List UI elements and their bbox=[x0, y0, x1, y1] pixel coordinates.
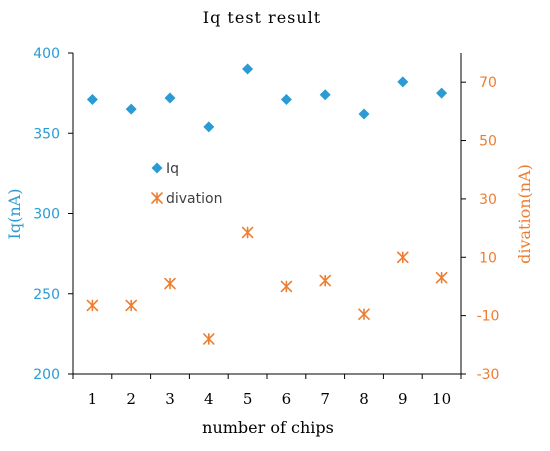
y-right-tick-label: -10 bbox=[477, 309, 500, 325]
divation-point bbox=[280, 280, 293, 293]
axes bbox=[68, 52, 466, 379]
y-left-tick-label: 400 bbox=[33, 46, 60, 62]
divation-point bbox=[435, 271, 448, 284]
x-tick-label: 3 bbox=[165, 390, 175, 408]
divation-point bbox=[319, 274, 332, 287]
iq-point bbox=[86, 94, 98, 106]
x-tick-label: 9 bbox=[398, 390, 408, 408]
x-tick-label: 2 bbox=[126, 390, 136, 408]
iq-point bbox=[164, 92, 176, 104]
x-tick-label: 5 bbox=[243, 390, 253, 408]
iq-point bbox=[242, 63, 254, 75]
y-axis-left-label: Iq(nA) bbox=[5, 189, 24, 240]
divation-point bbox=[396, 251, 409, 264]
legend-divation-label: divation bbox=[166, 191, 222, 207]
y-right-tick-label: 30 bbox=[479, 192, 497, 208]
divation-point bbox=[358, 308, 370, 320]
y-right-tick-label: 50 bbox=[479, 134, 497, 150]
y-left-tick-label: 300 bbox=[33, 207, 60, 223]
legend: Iq divation bbox=[151, 161, 222, 207]
y-right-tick-label: 10 bbox=[479, 250, 497, 266]
tick-labels: 200 250 300 350 400 -30 -10 10 30 50 70 1 2 3 4 5 6 7 8 9 10 bbox=[33, 46, 499, 408]
iq-point bbox=[319, 89, 331, 101]
iq-point bbox=[436, 87, 448, 99]
y-left-tick-label: 200 bbox=[33, 367, 60, 383]
chart-title: Iq test result bbox=[203, 8, 321, 27]
y-right-tick-label: 70 bbox=[479, 75, 497, 91]
legend-iq-marker bbox=[151, 162, 163, 174]
y-left-tick-label: 250 bbox=[33, 287, 60, 303]
legend-iq-label: Iq bbox=[166, 161, 179, 177]
divation-point bbox=[125, 299, 137, 312]
divation-point bbox=[164, 277, 176, 290]
divation-point bbox=[86, 299, 99, 312]
x-tick-label: 8 bbox=[359, 390, 369, 408]
x-tick-label: 7 bbox=[320, 390, 330, 408]
iq-point bbox=[358, 108, 370, 120]
x-tick-label: 6 bbox=[282, 390, 292, 408]
y-left-tick-label: 350 bbox=[33, 126, 60, 142]
iq-point bbox=[397, 76, 409, 88]
x-axis-label: number of chips bbox=[202, 418, 334, 437]
iq-point bbox=[203, 121, 215, 133]
data-marks bbox=[86, 63, 448, 345]
y-right-tick-label: -30 bbox=[477, 367, 500, 383]
divation-point bbox=[203, 333, 215, 345]
legend-divation-marker bbox=[151, 192, 163, 204]
y-axis-right-label: divation(nA) bbox=[515, 164, 534, 264]
divation-point bbox=[241, 226, 254, 239]
iq-point bbox=[280, 94, 292, 106]
x-tick-label: 10 bbox=[432, 390, 451, 408]
x-tick-label: 1 bbox=[88, 390, 98, 408]
iq-point bbox=[125, 103, 137, 115]
x-tick-label: 4 bbox=[204, 390, 214, 408]
